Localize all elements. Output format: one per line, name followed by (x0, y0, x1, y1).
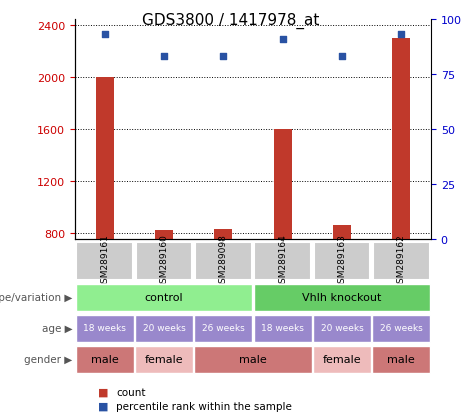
FancyBboxPatch shape (313, 315, 371, 342)
Text: GSM289160: GSM289160 (160, 234, 169, 289)
Text: GSM289162: GSM289162 (397, 234, 406, 289)
FancyBboxPatch shape (254, 284, 431, 311)
Text: male: male (387, 354, 415, 364)
Text: 26 weeks: 26 weeks (202, 324, 245, 333)
FancyBboxPatch shape (194, 346, 312, 373)
Bar (214, 230, 232, 240)
FancyBboxPatch shape (254, 315, 312, 342)
FancyBboxPatch shape (372, 315, 431, 342)
Text: GSM289164: GSM289164 (278, 234, 287, 289)
Text: genotype/variation ▶: genotype/variation ▶ (0, 292, 73, 302)
Text: GDS3800 / 1417978_at: GDS3800 / 1417978_at (142, 12, 319, 28)
FancyBboxPatch shape (313, 242, 371, 280)
FancyBboxPatch shape (254, 242, 311, 280)
Text: female: female (323, 354, 361, 364)
Text: GSM289163: GSM289163 (337, 234, 347, 289)
Text: male: male (91, 354, 118, 364)
Point (279, 36, 286, 43)
FancyBboxPatch shape (313, 346, 371, 373)
FancyBboxPatch shape (195, 242, 252, 280)
Text: 18 weeks: 18 weeks (83, 324, 126, 333)
Text: 26 weeks: 26 weeks (380, 324, 423, 333)
Point (338, 54, 346, 61)
Text: ■: ■ (98, 401, 108, 411)
FancyBboxPatch shape (135, 346, 193, 373)
Bar (274, 130, 291, 240)
Text: GSM289161: GSM289161 (100, 234, 109, 289)
FancyBboxPatch shape (373, 242, 430, 280)
FancyBboxPatch shape (76, 284, 253, 311)
FancyBboxPatch shape (136, 242, 193, 280)
FancyBboxPatch shape (76, 242, 133, 280)
Bar (96, 78, 113, 240)
Bar (333, 225, 351, 240)
Text: 18 weeks: 18 weeks (261, 324, 304, 333)
Text: Vhlh knockout: Vhlh knockout (302, 292, 382, 302)
Bar (155, 230, 173, 240)
Text: GSM289098: GSM289098 (219, 234, 228, 289)
Point (398, 32, 405, 39)
Bar (392, 39, 410, 240)
Point (160, 54, 168, 61)
Text: ■: ■ (98, 387, 108, 397)
Text: age ▶: age ▶ (42, 323, 73, 333)
FancyBboxPatch shape (372, 346, 431, 373)
Text: 20 weeks: 20 weeks (142, 324, 185, 333)
Text: male: male (239, 354, 267, 364)
Text: percentile rank within the sample: percentile rank within the sample (117, 401, 292, 411)
FancyBboxPatch shape (76, 315, 134, 342)
Point (101, 32, 108, 39)
FancyBboxPatch shape (135, 315, 193, 342)
Text: female: female (145, 354, 183, 364)
Text: control: control (145, 292, 183, 302)
Text: 20 weeks: 20 weeks (320, 324, 363, 333)
Text: count: count (117, 387, 146, 397)
FancyBboxPatch shape (76, 346, 134, 373)
Text: gender ▶: gender ▶ (24, 354, 73, 364)
Point (219, 54, 227, 61)
FancyBboxPatch shape (194, 315, 253, 342)
